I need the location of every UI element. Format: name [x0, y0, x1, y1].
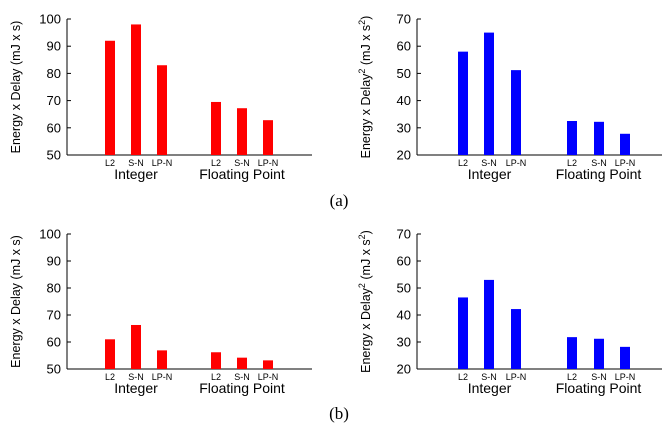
y-tick-label: 50 [47, 362, 61, 377]
y-axis-label: Energy x Delay (mJ x s) [9, 235, 23, 368]
bar [567, 121, 577, 155]
category-label: LP-N [258, 158, 279, 168]
y-tick-label: 80 [47, 66, 61, 81]
category-label: L2 [105, 158, 115, 168]
y-tick-label: 30 [397, 120, 411, 135]
bar [620, 346, 630, 369]
group-label: Integer [468, 166, 512, 182]
bar [567, 337, 577, 369]
bar [237, 108, 247, 155]
category-label: S-N [234, 158, 250, 168]
y-tick-label: 70 [397, 227, 411, 242]
bar [594, 121, 604, 155]
bar [263, 120, 273, 155]
bar [131, 324, 141, 369]
panel-label-b: (b) [329, 404, 349, 423]
category-label: LP-N [506, 372, 527, 382]
bar [131, 24, 141, 155]
y-axis-label: Energy x Delay2 (mJ x s2) [357, 230, 373, 373]
bar [211, 352, 221, 369]
y-tick-label: 70 [47, 308, 61, 323]
category-label: S-N [591, 372, 607, 382]
bar [594, 338, 604, 369]
bar [458, 51, 468, 155]
chart-2: 20 30 40 50 60 70 Energy x Delay2 (mJ x s2) L2 S… [357, 12, 662, 182]
category-label: LP-N [615, 372, 636, 382]
y-tick-label: 20 [397, 362, 411, 377]
category-label: L2 [567, 158, 577, 168]
category-label: L2 [211, 372, 221, 382]
y-axis-label: Energy x Delay2 (mJ x s2) [357, 16, 373, 159]
category-label: S-N [128, 158, 144, 168]
category-label: S-N [128, 372, 144, 382]
y-tick-label: 80 [47, 281, 61, 296]
y-axis-label: Energy x Delay (mJ x s) [9, 21, 23, 154]
category-label: L2 [105, 372, 115, 382]
bar [157, 350, 167, 369]
category-label: L2 [458, 158, 468, 168]
y-tick-label: 40 [397, 308, 411, 323]
category-label: LP-N [506, 158, 527, 168]
y-tick-label: 90 [47, 254, 61, 269]
y-tick-label: 100 [39, 227, 61, 242]
group-label: Floating Point [199, 166, 285, 182]
panel-label-a: (a) [330, 191, 349, 210]
category-label: S-N [481, 158, 497, 168]
group-label: Integer [114, 380, 158, 396]
y-tick-label: 60 [397, 39, 411, 54]
group-label: Floating Point [199, 380, 285, 396]
chart-3: 50 60 70 80 90 100 Energy x Delay (mJ x s) L2 S-… [9, 227, 312, 396]
category-label: LP-N [258, 372, 279, 382]
y-tick-label: 60 [47, 120, 61, 135]
bar [458, 297, 468, 369]
bar [484, 32, 494, 155]
category-label: L2 [458, 372, 468, 382]
bar [511, 70, 521, 155]
category-label: S-N [234, 372, 250, 382]
y-tick-label: 30 [397, 335, 411, 350]
bar [105, 339, 115, 369]
bar [263, 360, 273, 369]
chart-4: 20 30 40 50 60 70 Energy x Delay2 (mJ x s2) L2 S… [357, 227, 662, 396]
category-label: S-N [591, 158, 607, 168]
category-label: LP-N [615, 158, 636, 168]
category-label: S-N [481, 372, 497, 382]
category-label: LP-N [152, 372, 173, 382]
bar [237, 357, 247, 369]
y-tick-label: 70 [47, 93, 61, 108]
bar [620, 133, 630, 155]
chart-1: 50 60 70 80 90 100 Energy x Delay (mJ x s) L2 S-… [9, 12, 312, 182]
bar [484, 279, 494, 369]
category-label: L2 [211, 158, 221, 168]
y-tick-label: 50 [397, 281, 411, 296]
group-label: Floating Point [556, 380, 642, 396]
bar [157, 65, 167, 155]
y-tick-label: 40 [397, 93, 411, 108]
group-label: Integer [468, 380, 512, 396]
y-tick-label: 50 [397, 66, 411, 81]
y-tick-label: 60 [47, 335, 61, 350]
group-label: Floating Point [556, 166, 642, 182]
bar [105, 40, 115, 156]
y-tick-label: 60 [397, 254, 411, 269]
bar [511, 309, 521, 369]
bar [211, 101, 221, 155]
category-label: L2 [567, 372, 577, 382]
group-label: Integer [114, 166, 158, 182]
y-tick-label: 90 [47, 39, 61, 54]
y-tick-label: 100 [39, 12, 61, 27]
category-label: LP-N [152, 158, 173, 168]
y-tick-label: 70 [397, 12, 411, 27]
y-tick-label: 20 [397, 148, 411, 163]
y-tick-label: 50 [47, 148, 61, 163]
